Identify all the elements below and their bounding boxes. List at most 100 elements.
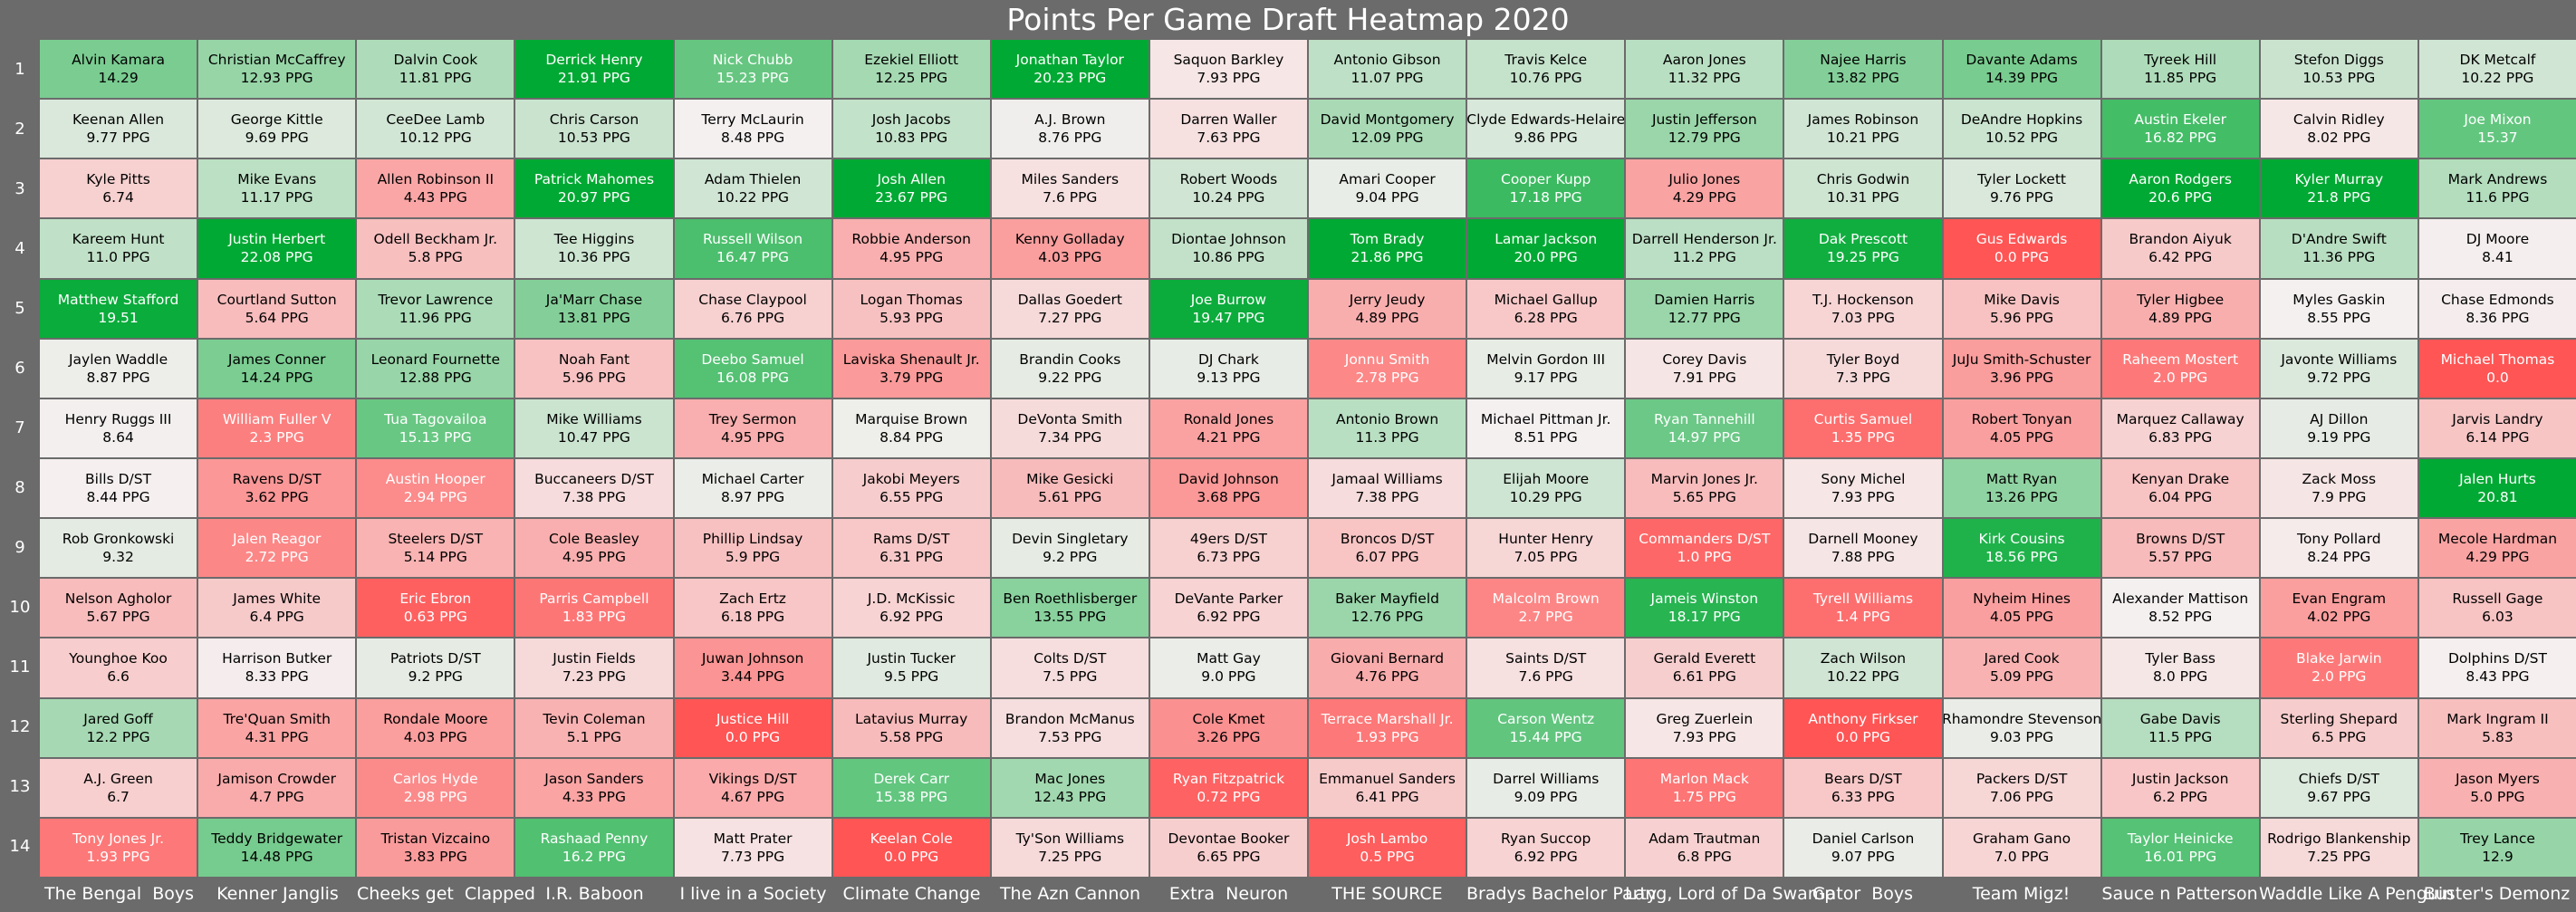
row-label: 4	[14, 239, 25, 258]
player-name: Younghoe Koo	[69, 650, 168, 667]
ppg-value: 13.26 PPG	[1985, 489, 2059, 506]
player-name: Kirk Cousins	[1978, 531, 2065, 548]
ppg-value: 8.97 PPG	[720, 489, 785, 506]
heatmap-cell: Anthony Firkser 0.0 PPG	[1784, 698, 1942, 757]
heatmap-cell: Steelers D/ST 5.14 PPG	[357, 519, 514, 578]
heatmap-cell: T.J. Hockenson 7.03 PPG	[1784, 279, 1942, 338]
player-name: Russell Gage	[2452, 590, 2543, 608]
column-label: Bradys Bachelor Party	[1466, 884, 1658, 904]
player-name: Jason Myers	[2455, 770, 2540, 787]
player-name: Kyle Pitts	[86, 171, 150, 188]
heatmap-cell: Travis Kelce 10.76 PPG	[1467, 40, 1625, 99]
ppg-value: 7.73 PPG	[720, 848, 785, 865]
ppg-value: 3.96 PPG	[1989, 369, 2054, 386]
player-name: Ravens D/ST	[232, 471, 322, 488]
column-label: Climate Change	[842, 884, 981, 904]
heatmap-cell: Baker Mayfield 12.76 PPG	[1309, 579, 1466, 638]
player-name: Jakobi Meyers	[862, 471, 960, 488]
ppg-value: 9.17 PPG	[1514, 369, 1578, 386]
ppg-value: 5.96 PPG	[562, 369, 627, 386]
ppg-value: 5.9 PPG	[725, 549, 781, 566]
player-name: Zach Ertz	[719, 590, 786, 608]
player-name: Brandon Aiyuk	[2129, 231, 2232, 248]
player-name: Tyler Higbee	[2137, 291, 2225, 308]
player-name: Zack Moss	[2302, 471, 2377, 488]
heatmap-cell: Javonte Williams 9.72 PPG	[2260, 339, 2417, 398]
heatmap-cell: Josh Jacobs 10.83 PPG	[832, 100, 990, 158]
ppg-value: 3.44 PPG	[720, 668, 785, 686]
ppg-value: 8.87 PPG	[86, 369, 150, 386]
ppg-value: 2.3 PPG	[249, 428, 304, 446]
ppg-value: 11.36 PPG	[2302, 249, 2376, 266]
column-label: Extra Neuron	[1168, 884, 1289, 904]
heatmap-cell: Marlon Mack 1.75 PPG	[1626, 758, 1783, 817]
heatmap-cell: James White 6.4 PPG	[198, 579, 356, 638]
player-name: Tyrell Williams	[1812, 590, 1914, 608]
player-name: Clyde Edwards-Helaire	[1467, 111, 1625, 129]
ppg-value: 3.83 PPG	[403, 848, 467, 865]
player-name: Chris Godwin	[1816, 171, 1910, 188]
heatmap-cell: Jalen Reagor 2.72 PPG	[198, 519, 356, 578]
player-name: Justin Jackson	[2131, 770, 2229, 787]
player-name: Justin Jefferson	[1651, 111, 1757, 129]
ppg-value: 10.24 PPG	[1192, 189, 1265, 206]
player-name: Latavius Murray	[855, 710, 968, 727]
heatmap-cell: Derek Carr 15.38 PPG	[832, 758, 990, 817]
ppg-value: 6.18 PPG	[720, 609, 785, 626]
column-label: Buster's Demonz	[2423, 884, 2571, 904]
player-name: Sterling Shepard	[2280, 710, 2398, 727]
ppg-value: 0.0 PPG	[884, 848, 939, 865]
player-name: Joe Mixon	[2464, 111, 2532, 129]
heatmap-cell: Ryan Succop 6.92 PPG	[1467, 818, 1625, 877]
ppg-value: 7.25 PPG	[1038, 848, 1102, 865]
ppg-value: 4.03 PPG	[1038, 249, 1102, 266]
player-name: Ty'Son Williams	[1015, 830, 1125, 847]
ppg-value: 6.33 PPG	[1831, 788, 1896, 805]
heatmap-cell: Logan Thomas 5.93 PPG	[832, 279, 990, 338]
heatmap-cell: Devin Singletary 9.2 PPG	[991, 519, 1149, 578]
ppg-value: 6.2 PPG	[2153, 788, 2208, 805]
heatmap-cell: Corey Davis 7.91 PPG	[1626, 339, 1783, 398]
player-name: Mike Evans	[237, 171, 317, 188]
ppg-value: 0.72 PPG	[1197, 788, 1261, 805]
player-name: Marvin Jones Jr.	[1650, 471, 1758, 488]
heatmap-cell: Tee Higgins 10.36 PPG	[515, 219, 673, 278]
player-name: Tyreek Hill	[2144, 52, 2217, 69]
player-name: Laviska Shenault Jr.	[842, 350, 980, 368]
ppg-value: 9.0 PPG	[1201, 668, 1256, 686]
player-name: Carson Wentz	[1497, 710, 1595, 727]
heatmap-cell: Darren Waller 7.63 PPG	[1149, 100, 1307, 158]
heatmap-cell: Cole Kmet 3.26 PPG	[1149, 698, 1307, 757]
ppg-value: 9.22 PPG	[1038, 369, 1102, 386]
player-name: Matthew Stafford	[57, 291, 179, 308]
ppg-value: 7.6 PPG	[1518, 668, 1573, 686]
player-name: Noah Fant	[558, 350, 630, 368]
player-name: Saints D/ST	[1505, 650, 1587, 667]
player-name: Dolphins D/ST	[2447, 650, 2547, 667]
ppg-value: 6.31 PPG	[879, 549, 944, 566]
heatmap-cell: Marquise Brown 8.84 PPG	[832, 398, 990, 457]
player-name: Chase Edmonds	[2441, 291, 2554, 308]
heatmap-cell: Mike Evans 11.17 PPG	[198, 159, 356, 218]
ppg-value: 11.17 PPG	[240, 189, 313, 206]
heatmap-cell: Matt Prater 7.73 PPG	[674, 818, 831, 877]
heatmap-cell: Darrell Henderson Jr. 11.2 PPG	[1626, 219, 1783, 278]
player-name: Robert Tonyan	[1971, 410, 2072, 427]
column-label: I live in a Society	[679, 884, 827, 904]
ppg-value: 4.05 PPG	[1989, 609, 2054, 626]
row-label: 14	[9, 837, 31, 856]
player-name: Tyler Boyd	[1826, 350, 1900, 368]
heatmap-cell: Calvin Ridley 8.02 PPG	[2260, 100, 2417, 158]
heatmap-cell: Justin Tucker 9.5 PPG	[832, 638, 990, 697]
player-name: Browns D/ST	[2136, 531, 2225, 548]
ppg-value: 6.42 PPG	[2148, 249, 2213, 266]
player-name: Javonte Williams	[2281, 350, 2398, 368]
player-name: Jaylen Waddle	[68, 350, 168, 368]
player-name: AJ Dillon	[2310, 410, 2369, 427]
ppg-value: 5.83	[2482, 728, 2514, 745]
column-label: THE SOURCE	[1331, 884, 1443, 904]
ppg-value: 8.64	[102, 428, 134, 446]
player-name: Justin Tucker	[867, 650, 956, 667]
heatmap-cell: Jason Myers 5.0 PPG	[2418, 758, 2576, 817]
player-name: Jamaal Williams	[1331, 471, 1443, 488]
